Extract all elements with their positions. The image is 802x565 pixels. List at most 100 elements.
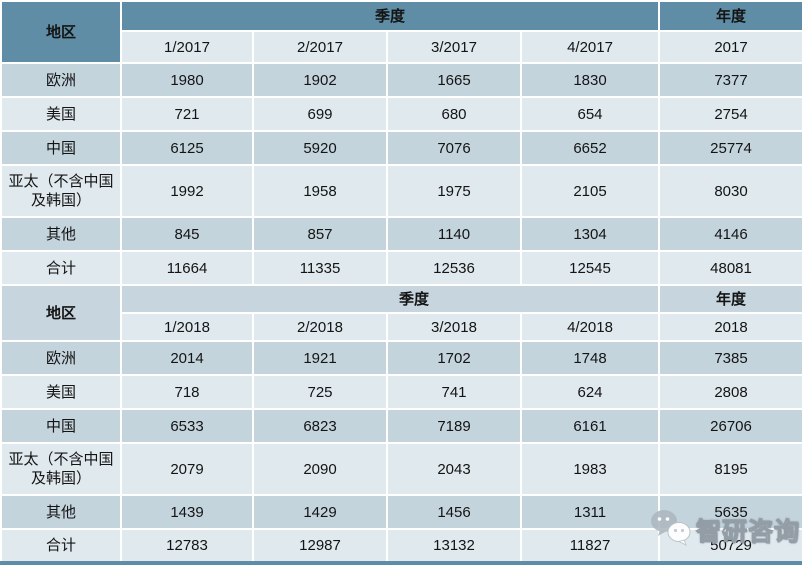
value-cell: 6652 — [519, 130, 661, 166]
value-cell: 1702 — [386, 340, 522, 376]
value-cell: 1456 — [386, 494, 522, 530]
value-cell: 1975 — [386, 164, 522, 218]
quarter-col-label: 3/2018 — [386, 312, 522, 342]
table-row-total-2018: 合计 12783 12987 13132 11827 50729 — [0, 528, 802, 563]
region-cell: 欧洲 — [0, 62, 122, 98]
region-cell: 其他 — [0, 494, 122, 530]
region-header-cell: 地区 — [0, 284, 122, 342]
value-cell: 2043 — [386, 442, 522, 496]
value-cell: 1748 — [519, 340, 661, 376]
value-cell: 13132 — [386, 528, 522, 563]
value-cell: 6533 — [120, 408, 254, 444]
value-cell: 12783 — [120, 528, 254, 563]
value-cell: 1958 — [252, 164, 388, 218]
value-cell: 741 — [386, 374, 522, 410]
value-cell: 5635 — [658, 494, 802, 530]
quarter-col-label: 3/2017 — [386, 30, 522, 64]
value-cell: 12987 — [252, 528, 388, 563]
quarter-col-label: 2/2018 — [252, 312, 388, 342]
value-cell: 48081 — [658, 250, 802, 286]
value-cell: 11664 — [120, 250, 254, 286]
value-cell: 721 — [120, 96, 254, 132]
value-cell: 845 — [120, 216, 254, 252]
year-col-label: 2017 — [658, 30, 802, 64]
subheader-row-2018: 1/2018 2/2018 3/2018 4/2018 2018 — [1, 312, 802, 342]
value-cell: 8195 — [658, 442, 802, 496]
year-header-cell: 年度 — [658, 284, 802, 314]
value-cell: 2105 — [519, 164, 661, 218]
value-cell: 12536 — [386, 250, 522, 286]
value-cell: 699 — [252, 96, 388, 132]
table-row-china-2018: 中国 6533 6823 7189 6161 26706 — [0, 408, 802, 444]
value-cell: 50729 — [658, 528, 802, 563]
value-cell: 2754 — [658, 96, 802, 132]
value-cell: 7076 — [386, 130, 522, 166]
header-row-2017: 地区 季度 年度 — [0, 0, 802, 64]
table-row-total-2017: 合计 11664 11335 12536 12545 48081 — [0, 250, 802, 286]
value-cell: 7377 — [658, 62, 802, 98]
value-cell: 12545 — [519, 250, 661, 286]
region-header-cell: 地区 — [0, 0, 122, 64]
year-col-label: 2018 — [658, 312, 802, 342]
value-cell: 654 — [519, 96, 661, 132]
value-cell: 6161 — [519, 408, 661, 444]
value-cell: 1439 — [120, 494, 254, 530]
table-row-china-2017: 中国 6125 5920 7076 6652 25774 — [0, 130, 802, 166]
value-cell: 25774 — [658, 130, 802, 166]
quarter-col-label: 2/2017 — [252, 30, 388, 64]
value-cell: 2014 — [120, 340, 254, 376]
value-cell: 1902 — [252, 62, 388, 98]
region-cell: 美国 — [0, 374, 122, 410]
value-cell: 6125 — [120, 130, 254, 166]
value-cell: 718 — [120, 374, 254, 410]
value-cell: 1665 — [386, 62, 522, 98]
value-cell: 7385 — [658, 340, 802, 376]
region-cell: 亚太（不含中国及韩国） — [0, 164, 122, 218]
region-cell: 美国 — [0, 96, 122, 132]
value-cell: 1980 — [120, 62, 254, 98]
value-cell: 7189 — [386, 408, 522, 444]
value-cell: 857 — [252, 216, 388, 252]
value-cell: 5920 — [252, 130, 388, 166]
bottom-teal-bar — [0, 561, 802, 565]
region-cell: 欧洲 — [0, 340, 122, 376]
value-cell: 26706 — [658, 408, 802, 444]
table-row-others-2017: 其他 845 857 1140 1304 4146 — [0, 216, 802, 252]
value-cell: 1429 — [252, 494, 388, 530]
quarter-col-label: 1/2017 — [120, 30, 254, 64]
value-cell: 1311 — [519, 494, 661, 530]
value-cell: 680 — [386, 96, 522, 132]
region-cell: 合计 — [0, 250, 122, 286]
region-cell: 中国 — [0, 130, 122, 166]
value-cell: 725 — [252, 374, 388, 410]
table-row-apac-2017: 亚太（不含中国及韩国） 1992 1958 1975 2105 8030 — [0, 164, 802, 218]
value-cell: 2808 — [658, 374, 802, 410]
table-row-europe-2017: 欧洲 1980 1902 1665 1830 7377 — [0, 62, 802, 98]
value-cell: 624 — [519, 374, 661, 410]
value-cell: 1830 — [519, 62, 661, 98]
value-cell: 8030 — [658, 164, 802, 218]
region-cell: 合计 — [0, 528, 122, 563]
value-cell: 11335 — [252, 250, 388, 286]
quarter-header-cell: 季度 — [119, 284, 661, 314]
quarter-header-cell: 季度 — [119, 0, 661, 32]
quarter-col-label: 1/2018 — [120, 312, 254, 342]
table-row-europe-2018: 欧洲 2014 1921 1702 1748 7385 — [0, 340, 802, 376]
value-cell: 1992 — [120, 164, 254, 218]
value-cell: 11827 — [519, 528, 661, 563]
value-cell: 1921 — [252, 340, 388, 376]
header-row-2018: 地区 季度 年度 — [0, 284, 802, 342]
value-cell: 1304 — [519, 216, 661, 252]
table-row-apac-2018: 亚太（不含中国及韩国） 2079 2090 2043 1983 8195 — [0, 442, 802, 496]
table-row-usa-2017: 美国 721 699 680 654 2754 — [0, 96, 802, 132]
table-row-others-2018: 其他 1439 1429 1456 1311 5635 — [0, 494, 802, 530]
value-cell: 2090 — [252, 442, 388, 496]
year-header-cell: 年度 — [658, 0, 802, 32]
value-cell: 2079 — [120, 442, 254, 496]
quarter-col-label: 4/2017 — [519, 30, 661, 64]
subheader-row-2017: 1/2017 2/2017 3/2017 4/2017 2017 — [1, 30, 802, 64]
region-cell: 中国 — [0, 408, 122, 444]
value-cell: 6823 — [252, 408, 388, 444]
